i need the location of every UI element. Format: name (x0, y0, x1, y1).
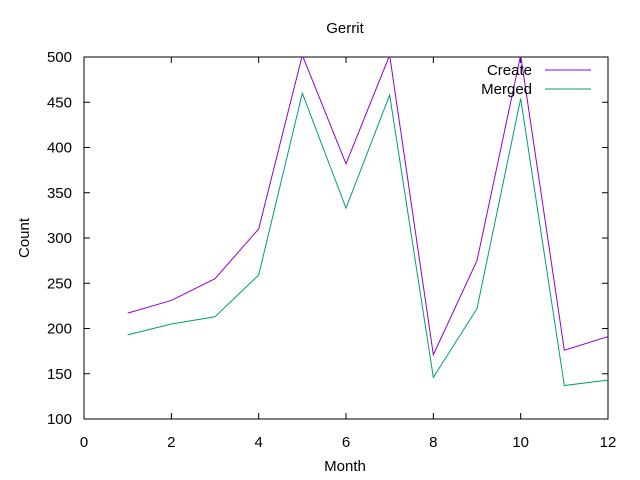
legend: Create Merged (481, 62, 591, 98)
x-axis-title: Month (324, 458, 366, 475)
y-tick-label: 500 (47, 49, 72, 66)
x-tick-label: 4 (254, 434, 262, 451)
y-tick-label: 250 (47, 275, 72, 292)
y-axis-title: Count (16, 217, 33, 258)
y-tick-label: 400 (47, 140, 72, 157)
x-tick-label: 0 (80, 434, 88, 451)
x-tick-label: 10 (512, 434, 529, 451)
legend-label-create: Create (487, 62, 532, 79)
y-tick-label: 450 (47, 94, 72, 111)
x-tick-label: 6 (342, 434, 350, 451)
x-tick-label: 12 (600, 434, 617, 451)
x-tick-label: 8 (429, 434, 437, 451)
axes: 0 2 4 6 8 10 12 100 150 200 250 300 350 400 450 500 (47, 49, 616, 451)
series-line-merged (127, 91, 608, 387)
y-tick-label: 100 (47, 411, 72, 428)
y-tick-label: 200 (47, 321, 72, 338)
series-line-create (127, 57, 608, 357)
series-group (127, 57, 608, 387)
y-tick-label: 150 (47, 366, 72, 383)
x-tick-label: 2 (167, 434, 175, 451)
chart-title: Gerrit (326, 20, 364, 37)
legend-label-merged: Merged (481, 81, 532, 98)
y-tick-label: 350 (47, 185, 72, 202)
y-tick-label: 300 (47, 230, 72, 247)
